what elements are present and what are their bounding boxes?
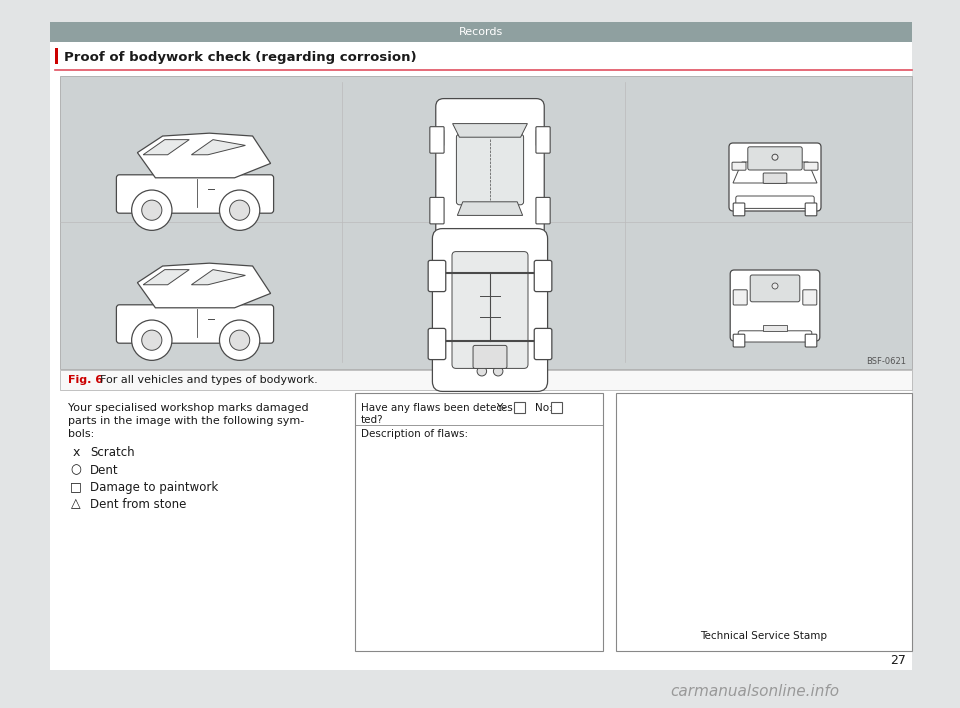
Text: No:: No: — [535, 403, 553, 413]
FancyBboxPatch shape — [729, 143, 821, 211]
Text: Fig. 6: Fig. 6 — [68, 375, 103, 385]
Circle shape — [229, 200, 250, 220]
Bar — [551, 402, 562, 413]
Polygon shape — [452, 124, 527, 137]
Text: For all vehicles and types of bodywork.: For all vehicles and types of bodywork. — [100, 375, 318, 385]
Circle shape — [220, 190, 260, 230]
FancyBboxPatch shape — [428, 261, 445, 292]
Text: Your specialised workshop marks damaged: Your specialised workshop marks damaged — [68, 403, 308, 413]
FancyBboxPatch shape — [750, 275, 800, 302]
Bar — [60, 370, 912, 390]
Polygon shape — [137, 263, 271, 308]
Circle shape — [772, 154, 778, 160]
FancyBboxPatch shape — [456, 135, 523, 205]
Bar — [514, 402, 525, 413]
Text: Dent: Dent — [90, 464, 119, 476]
Text: ○: ○ — [71, 464, 82, 476]
FancyBboxPatch shape — [733, 334, 745, 347]
FancyBboxPatch shape — [534, 261, 552, 292]
FancyBboxPatch shape — [731, 270, 820, 341]
Text: bols:: bols: — [68, 429, 94, 439]
FancyBboxPatch shape — [116, 175, 274, 213]
Circle shape — [142, 330, 162, 350]
FancyBboxPatch shape — [748, 147, 803, 170]
Text: Dent from stone: Dent from stone — [90, 498, 186, 510]
FancyBboxPatch shape — [732, 162, 746, 170]
FancyBboxPatch shape — [738, 331, 812, 342]
Text: △: △ — [71, 498, 81, 510]
Circle shape — [772, 283, 778, 289]
Circle shape — [493, 367, 503, 376]
FancyBboxPatch shape — [735, 196, 814, 208]
Text: Description of flaws:: Description of flaws: — [361, 429, 468, 439]
Bar — [60, 76, 912, 369]
Circle shape — [220, 320, 260, 360]
FancyBboxPatch shape — [473, 346, 507, 368]
Circle shape — [229, 330, 250, 350]
FancyBboxPatch shape — [534, 329, 552, 360]
Text: parts in the image with the following sym-: parts in the image with the following sy… — [68, 416, 304, 426]
Text: Scratch: Scratch — [90, 447, 134, 459]
FancyBboxPatch shape — [432, 229, 547, 392]
FancyBboxPatch shape — [536, 198, 550, 224]
Text: Damage to paintwork: Damage to paintwork — [90, 481, 218, 493]
Text: BSF-0621: BSF-0621 — [866, 357, 906, 366]
Polygon shape — [143, 139, 189, 155]
FancyBboxPatch shape — [436, 98, 544, 258]
Bar — [55, 48, 58, 64]
Text: ted?: ted? — [361, 415, 384, 425]
FancyBboxPatch shape — [733, 290, 747, 305]
Text: □: □ — [70, 481, 82, 493]
Polygon shape — [457, 202, 522, 215]
Polygon shape — [537, 130, 544, 145]
Polygon shape — [137, 133, 271, 178]
FancyBboxPatch shape — [116, 305, 274, 343]
FancyBboxPatch shape — [803, 290, 817, 305]
Bar — [50, 22, 912, 670]
Text: Records: Records — [459, 27, 503, 37]
Text: Proof of bodywork check (regarding corrosion): Proof of bodywork check (regarding corro… — [64, 52, 417, 64]
Polygon shape — [733, 162, 817, 183]
Bar — [616, 393, 912, 651]
FancyBboxPatch shape — [428, 329, 445, 360]
FancyBboxPatch shape — [805, 203, 817, 216]
Text: Technical Service Stamp: Technical Service Stamp — [701, 631, 828, 641]
Text: carmanualsonline.info: carmanualsonline.info — [670, 685, 840, 700]
Circle shape — [132, 320, 172, 360]
FancyBboxPatch shape — [804, 162, 818, 170]
Polygon shape — [191, 270, 246, 285]
Bar — [355, 393, 603, 651]
FancyBboxPatch shape — [763, 173, 787, 183]
FancyBboxPatch shape — [452, 251, 528, 368]
FancyBboxPatch shape — [430, 127, 444, 153]
Circle shape — [132, 190, 172, 230]
Polygon shape — [143, 270, 189, 285]
Polygon shape — [436, 130, 444, 145]
Circle shape — [477, 367, 487, 376]
Text: Yes:: Yes: — [496, 403, 516, 413]
Polygon shape — [191, 139, 246, 155]
Text: x: x — [72, 447, 80, 459]
FancyBboxPatch shape — [430, 198, 444, 224]
FancyBboxPatch shape — [805, 334, 817, 347]
Text: Have any flaws been detec-: Have any flaws been detec- — [361, 403, 506, 413]
Circle shape — [142, 200, 162, 220]
Text: 27: 27 — [890, 653, 906, 666]
Bar — [763, 325, 787, 331]
FancyBboxPatch shape — [536, 127, 550, 153]
Bar — [50, 22, 912, 42]
FancyBboxPatch shape — [733, 203, 745, 216]
